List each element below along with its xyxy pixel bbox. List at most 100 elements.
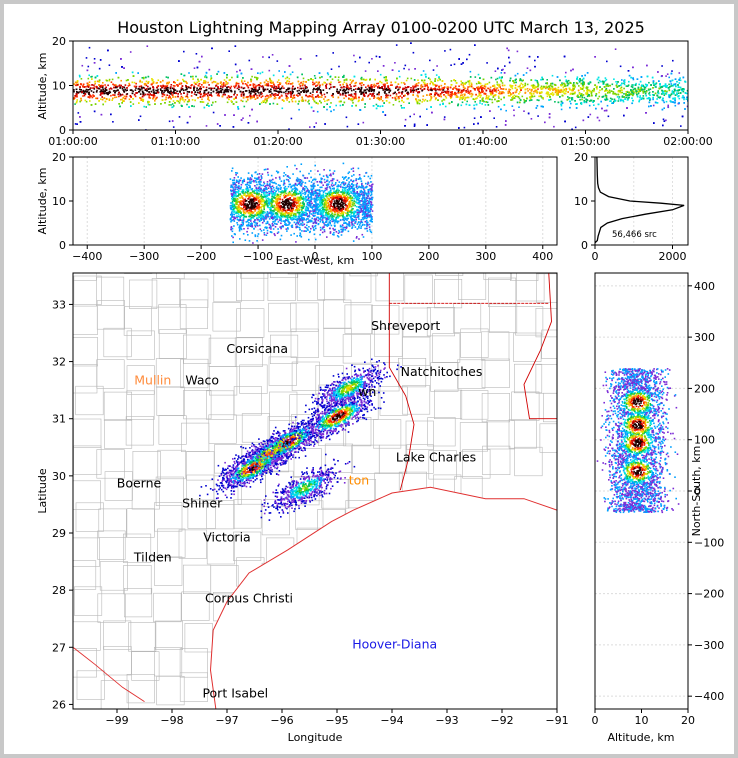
time-altitude-source xyxy=(682,76,685,79)
time-altitude-source xyxy=(440,95,442,98)
time-altitude-source xyxy=(168,120,171,123)
time-altitude-source xyxy=(162,85,165,88)
time-altitude-source xyxy=(476,87,479,89)
time-altitude-source xyxy=(351,95,354,98)
time-altitude-source xyxy=(481,84,484,87)
time-altitude-source xyxy=(302,80,305,83)
time-altitude-source xyxy=(180,95,183,98)
time-altitude-source xyxy=(250,90,253,93)
time-altitude-source xyxy=(674,98,676,100)
time-altitude-source xyxy=(379,105,381,108)
time-altitude-source xyxy=(130,105,132,107)
time-altitude-source xyxy=(497,89,500,92)
time-altitude-source xyxy=(291,87,294,90)
time-altitude-source xyxy=(266,99,268,102)
time-altitude-source xyxy=(87,96,90,98)
time-altitude-source xyxy=(615,81,617,83)
time-altitude-source xyxy=(464,82,466,85)
time-altitude-source xyxy=(273,85,276,87)
time-altitude-source xyxy=(325,83,328,86)
time-altitude-source xyxy=(400,81,403,84)
time-altitude-source xyxy=(269,81,272,84)
time-altitude-source xyxy=(330,68,333,70)
time-altitude-source xyxy=(169,86,172,89)
time-altitude-source xyxy=(96,97,99,100)
time-altitude-source xyxy=(581,96,584,99)
time-altitude-source xyxy=(201,55,203,58)
time-altitude-source xyxy=(537,115,539,117)
time-altitude-source xyxy=(120,58,122,60)
time-altitude-source xyxy=(270,88,272,91)
time-altitude-source xyxy=(394,96,396,99)
time-altitude-source xyxy=(496,87,499,89)
time-altitude-source xyxy=(565,90,567,92)
time-altitude-source xyxy=(479,92,482,94)
time-altitude-source xyxy=(155,82,158,84)
time-altitude-source xyxy=(121,102,123,104)
time-altitude-source xyxy=(503,96,505,99)
time-altitude-source xyxy=(456,96,459,98)
time-altitude-source xyxy=(628,93,630,96)
time-altitude-source xyxy=(610,100,612,102)
time-altitude-source xyxy=(378,93,380,96)
time-altitude-source xyxy=(475,93,477,96)
time-altitude-source xyxy=(120,84,122,87)
time-altitude-source xyxy=(139,93,142,95)
time-altitude-source xyxy=(255,88,257,91)
time-altitude-source xyxy=(417,82,420,84)
time-altitude-source xyxy=(193,67,196,69)
time-altitude-source xyxy=(245,96,247,99)
time-altitude-source xyxy=(530,99,533,101)
time-altitude-source xyxy=(581,75,583,77)
time-altitude-source xyxy=(482,97,484,99)
time-altitude-source xyxy=(491,98,493,101)
time-altitude-source xyxy=(657,71,659,73)
time-altitude-source xyxy=(434,80,436,82)
time-altitude-source xyxy=(424,73,427,76)
time-altitude-source xyxy=(527,112,530,115)
time-altitude-source xyxy=(667,106,669,108)
time-altitude-source xyxy=(414,84,417,87)
time-altitude-source xyxy=(632,78,635,81)
time-altitude-source xyxy=(563,89,565,92)
time-altitude-source xyxy=(115,84,117,86)
time-altitude-source xyxy=(172,87,174,90)
time-altitude-source xyxy=(189,115,191,118)
time-altitude-source xyxy=(516,95,518,98)
time-altitude-source xyxy=(336,88,338,91)
time-altitude-source xyxy=(186,96,189,99)
time-altitude-source xyxy=(536,99,539,101)
time-altitude-source xyxy=(571,97,574,99)
time-altitude-source xyxy=(326,103,328,105)
time-altitude-source xyxy=(281,107,284,110)
time-altitude-source xyxy=(623,93,625,95)
time-altitude-source xyxy=(426,100,429,102)
time-altitude-source xyxy=(185,88,188,91)
time-altitude-source xyxy=(247,81,249,84)
time-altitude-source xyxy=(529,88,531,91)
time-altitude-source xyxy=(373,96,376,98)
time-altitude-source xyxy=(178,102,181,104)
time-altitude-source xyxy=(177,93,179,95)
time-altitude-source xyxy=(459,96,462,99)
time-altitude-source xyxy=(419,99,421,102)
time-altitude-source xyxy=(682,88,684,90)
time-altitude-source xyxy=(610,90,613,92)
time-altitude-source xyxy=(593,88,595,90)
time-altitude-source xyxy=(562,90,564,93)
time-altitude-source xyxy=(516,101,519,104)
time-altitude-source xyxy=(311,96,313,98)
time-altitude-source xyxy=(80,89,82,91)
time-altitude-source xyxy=(201,101,204,103)
time-altitude-source xyxy=(609,100,611,102)
time-altitude-source xyxy=(468,79,471,82)
time-altitude-source xyxy=(264,98,267,100)
time-altitude-source xyxy=(390,84,392,86)
time-altitude-source xyxy=(620,84,622,86)
time-altitude-source xyxy=(162,84,164,87)
time-altitude-source xyxy=(131,81,134,84)
time-altitude-source xyxy=(214,81,217,83)
time-altitude-source xyxy=(170,90,172,92)
time-altitude-source xyxy=(444,50,446,52)
time-altitude-source xyxy=(78,74,81,77)
